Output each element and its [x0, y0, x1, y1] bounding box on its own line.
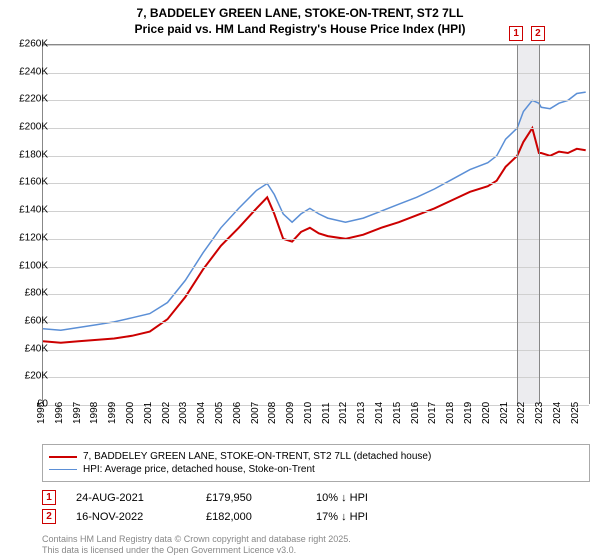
x-tick-label: 2009 [285, 402, 296, 424]
x-tick-label: 2008 [267, 402, 278, 424]
x-tick-label: 2024 [552, 402, 563, 424]
x-tick-label: 1996 [54, 402, 65, 424]
gridline-h [43, 350, 589, 351]
gridline-h [43, 73, 589, 74]
y-tick-label: £120K [8, 232, 48, 243]
gridline-h [43, 267, 589, 268]
y-tick-label: £180K [8, 149, 48, 160]
x-tick-label: 2006 [232, 402, 243, 424]
gridline-h [43, 294, 589, 295]
y-tick-label: £60K [8, 315, 48, 326]
x-tick-label: 2013 [356, 402, 367, 424]
x-tick-label: 2001 [143, 402, 154, 424]
x-tick-label: 2021 [499, 402, 510, 424]
y-tick-label: £100K [8, 260, 48, 271]
plot-region [42, 44, 590, 404]
sale-price-2: £182,000 [206, 511, 316, 523]
sale-row-2: 2 16-NOV-2022 £182,000 17% ↓ HPI [42, 509, 416, 524]
gridline-h [43, 45, 589, 46]
x-tick-label: 2023 [534, 402, 545, 424]
sale-marker-2: 2 [42, 509, 56, 524]
gridline-h [43, 156, 589, 157]
x-tick-label: 2000 [125, 402, 136, 424]
sale-hpi-1: 10% ↓ HPI [316, 492, 416, 504]
x-tick-label: 2007 [250, 402, 261, 424]
legend-row-price-paid: 7, BADDELEY GREEN LANE, STOKE-ON-TRENT, … [49, 451, 583, 462]
title-line-1: 7, BADDELEY GREEN LANE, STOKE-ON-TRENT, … [0, 6, 600, 22]
legend-swatch-price-paid [49, 456, 77, 458]
y-tick-label: £240K [8, 66, 48, 77]
gridline-h [43, 183, 589, 184]
x-tick-label: 2020 [481, 402, 492, 424]
marker-line [539, 45, 540, 404]
y-tick-label: £20K [8, 371, 48, 382]
footer-line-2: This data is licensed under the Open Gov… [42, 545, 351, 556]
x-tick-label: 2010 [303, 402, 314, 424]
x-tick-label: 2003 [178, 402, 189, 424]
sale-date-2: 16-NOV-2022 [76, 511, 206, 523]
sale-row-1: 1 24-AUG-2021 £179,950 10% ↓ HPI [42, 490, 416, 505]
y-tick-label: £200K [8, 122, 48, 133]
sale-hpi-2: 17% ↓ HPI [316, 511, 416, 523]
gridline-h [43, 100, 589, 101]
gridline-h [43, 128, 589, 129]
gridline-h [43, 211, 589, 212]
x-tick-label: 2002 [161, 402, 172, 424]
x-tick-label: 2019 [463, 402, 474, 424]
sale-price-1: £179,950 [206, 492, 316, 504]
gridline-h [43, 322, 589, 323]
y-tick-label: £260K [8, 39, 48, 50]
sales-block: 1 24-AUG-2021 £179,950 10% ↓ HPI 2 16-NO… [42, 486, 416, 528]
legend: 7, BADDELEY GREEN LANE, STOKE-ON-TRENT, … [42, 444, 590, 482]
footer: Contains HM Land Registry data © Crown c… [42, 534, 351, 556]
series-line-price_paid [43, 128, 586, 343]
y-tick-label: £160K [8, 177, 48, 188]
x-tick-label: 2018 [445, 402, 456, 424]
sale-marker-1: 1 [42, 490, 56, 505]
line-series-svg [43, 45, 591, 405]
x-tick-label: 1998 [89, 402, 100, 424]
x-tick-label: 1997 [72, 402, 83, 424]
x-tick-label: 2014 [374, 402, 385, 424]
y-tick-label: £220K [8, 94, 48, 105]
legend-label-price-paid: 7, BADDELEY GREEN LANE, STOKE-ON-TRENT, … [83, 451, 431, 462]
x-tick-label: 2015 [392, 402, 403, 424]
y-tick-label: £40K [8, 343, 48, 354]
legend-row-hpi: HPI: Average price, detached house, Stok… [49, 464, 583, 475]
x-tick-label: 2017 [427, 402, 438, 424]
x-tick-label: 2004 [196, 402, 207, 424]
marker-line [517, 45, 518, 404]
legend-label-hpi: HPI: Average price, detached house, Stok… [83, 464, 315, 475]
chart-marker-box: 1 [509, 26, 523, 41]
x-tick-label: 1999 [107, 402, 118, 424]
gridline-h [43, 377, 589, 378]
chart-area: 1995199619971998199920002001200220032004… [42, 44, 590, 404]
chart-container: 7, BADDELEY GREEN LANE, STOKE-ON-TRENT, … [0, 0, 600, 560]
x-tick-label: 2022 [516, 402, 527, 424]
sale-date-1: 24-AUG-2021 [76, 492, 206, 504]
y-tick-label: £80K [8, 288, 48, 299]
x-tick-label: 2016 [410, 402, 421, 424]
x-tick-label: 2025 [570, 402, 581, 424]
footer-line-1: Contains HM Land Registry data © Crown c… [42, 534, 351, 545]
y-tick-label: £140K [8, 205, 48, 216]
x-tick-label: 2011 [321, 402, 332, 424]
legend-swatch-hpi [49, 469, 77, 471]
x-tick-label: 2012 [338, 402, 349, 424]
x-tick-label: 2005 [214, 402, 225, 424]
y-tick-label: £0 [8, 399, 48, 410]
chart-marker-box: 2 [531, 26, 545, 41]
gridline-h [43, 239, 589, 240]
